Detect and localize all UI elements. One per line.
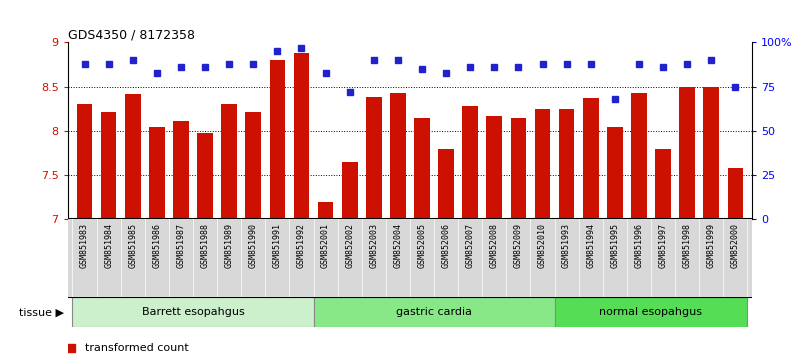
- Bar: [655, 149, 671, 219]
- Text: GSM851993: GSM851993: [562, 223, 571, 268]
- Bar: [555, 297, 747, 327]
- Bar: [559, 109, 575, 219]
- Bar: [173, 121, 189, 219]
- Text: GSM851994: GSM851994: [586, 223, 595, 268]
- Bar: [583, 98, 599, 219]
- Text: GSM851990: GSM851990: [249, 223, 258, 268]
- Text: GSM851984: GSM851984: [104, 223, 113, 268]
- Text: GSM852005: GSM852005: [417, 223, 427, 268]
- Bar: [607, 126, 622, 219]
- Bar: [414, 118, 430, 219]
- Text: GSM851992: GSM851992: [297, 223, 306, 268]
- Text: GSM851998: GSM851998: [683, 223, 692, 268]
- Bar: [390, 93, 406, 219]
- Text: GSM851996: GSM851996: [634, 223, 643, 268]
- Text: GSM852003: GSM852003: [369, 223, 378, 268]
- Bar: [631, 93, 647, 219]
- Text: GSM851988: GSM851988: [201, 223, 209, 268]
- Bar: [439, 149, 454, 219]
- Text: GSM852007: GSM852007: [466, 223, 474, 268]
- Text: transformed count: transformed count: [85, 343, 189, 353]
- Bar: [679, 87, 695, 219]
- Bar: [72, 297, 314, 327]
- Text: GSM852009: GSM852009: [514, 223, 523, 268]
- Text: GSM852004: GSM852004: [393, 223, 403, 268]
- Bar: [294, 53, 310, 219]
- Bar: [314, 297, 555, 327]
- Text: GSM851987: GSM851987: [177, 223, 185, 268]
- Bar: [704, 87, 719, 219]
- Text: GDS4350 / 8172358: GDS4350 / 8172358: [68, 28, 195, 41]
- Bar: [341, 162, 357, 219]
- Text: GSM852008: GSM852008: [490, 223, 499, 268]
- Text: GSM851995: GSM851995: [611, 223, 619, 268]
- Text: tissue ▶: tissue ▶: [18, 307, 64, 318]
- Text: GSM851991: GSM851991: [273, 223, 282, 268]
- Text: GSM851989: GSM851989: [224, 223, 234, 268]
- Text: GSM852002: GSM852002: [345, 223, 354, 268]
- Bar: [462, 106, 478, 219]
- Text: GSM851983: GSM851983: [80, 223, 89, 268]
- Text: normal esopahgus: normal esopahgus: [599, 307, 703, 318]
- Bar: [197, 133, 213, 219]
- Bar: [101, 112, 116, 219]
- Text: GSM851997: GSM851997: [658, 223, 668, 268]
- Text: GSM852010: GSM852010: [538, 223, 547, 268]
- Bar: [510, 118, 526, 219]
- Text: gastric cardia: gastric cardia: [396, 307, 472, 318]
- Text: GSM851999: GSM851999: [707, 223, 716, 268]
- Bar: [270, 60, 285, 219]
- Bar: [221, 104, 237, 219]
- Bar: [366, 97, 381, 219]
- Bar: [125, 94, 141, 219]
- Bar: [535, 109, 550, 219]
- Text: GSM851985: GSM851985: [128, 223, 137, 268]
- Bar: [76, 104, 92, 219]
- Bar: [486, 116, 502, 219]
- Bar: [318, 202, 334, 219]
- Text: GSM851986: GSM851986: [152, 223, 162, 268]
- Text: Barrett esopahgus: Barrett esopahgus: [142, 307, 244, 318]
- Text: GSM852006: GSM852006: [442, 223, 451, 268]
- Bar: [245, 112, 261, 219]
- Bar: [149, 126, 165, 219]
- Bar: [728, 168, 743, 219]
- Text: GSM852000: GSM852000: [731, 223, 739, 268]
- Text: GSM852001: GSM852001: [321, 223, 330, 268]
